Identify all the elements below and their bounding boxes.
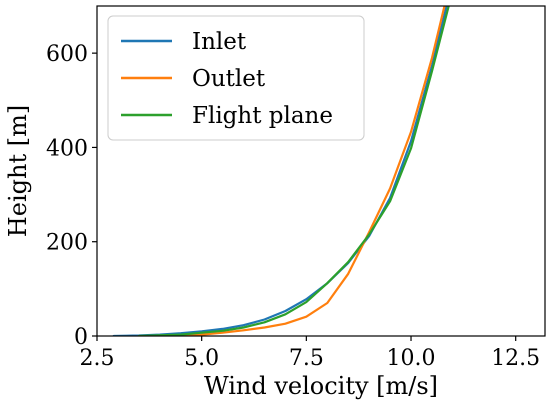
x-tick-label: 5.0 — [184, 346, 219, 371]
x-tick-label: 7.5 — [289, 346, 324, 371]
legend-label: Flight plane — [192, 103, 333, 129]
y-tick-label: 600 — [46, 42, 88, 67]
x-tick-label: 12.5 — [491, 346, 540, 371]
legend-box — [107, 15, 365, 141]
series-layer — [112, 6, 450, 336]
y-axis: 0 200 400 600 — [46, 42, 97, 350]
x-tick-label: 10.0 — [387, 346, 436, 371]
series-line-flight-plane — [137, 6, 450, 336]
y-tick-label: 0 — [74, 325, 88, 350]
series-line-inlet — [112, 6, 448, 336]
series-line-outlet — [158, 6, 446, 336]
plot-frame — [96, 5, 546, 337]
y-axis-label: Height [m] — [4, 105, 32, 237]
x-tick-label: 2.5 — [80, 346, 115, 371]
y-tick-label: 400 — [46, 136, 88, 161]
legend-label: Inlet — [192, 29, 247, 55]
y-tick-label: 200 — [46, 231, 88, 256]
x-axis-label: Wind velocity [m/s] — [204, 372, 438, 400]
legend: Inlet Outlet Flight plane — [107, 15, 365, 141]
legend-label: Outlet — [192, 66, 266, 92]
x-axis: 2.5 5.0 7.5 10.0 12.5 — [80, 336, 540, 371]
